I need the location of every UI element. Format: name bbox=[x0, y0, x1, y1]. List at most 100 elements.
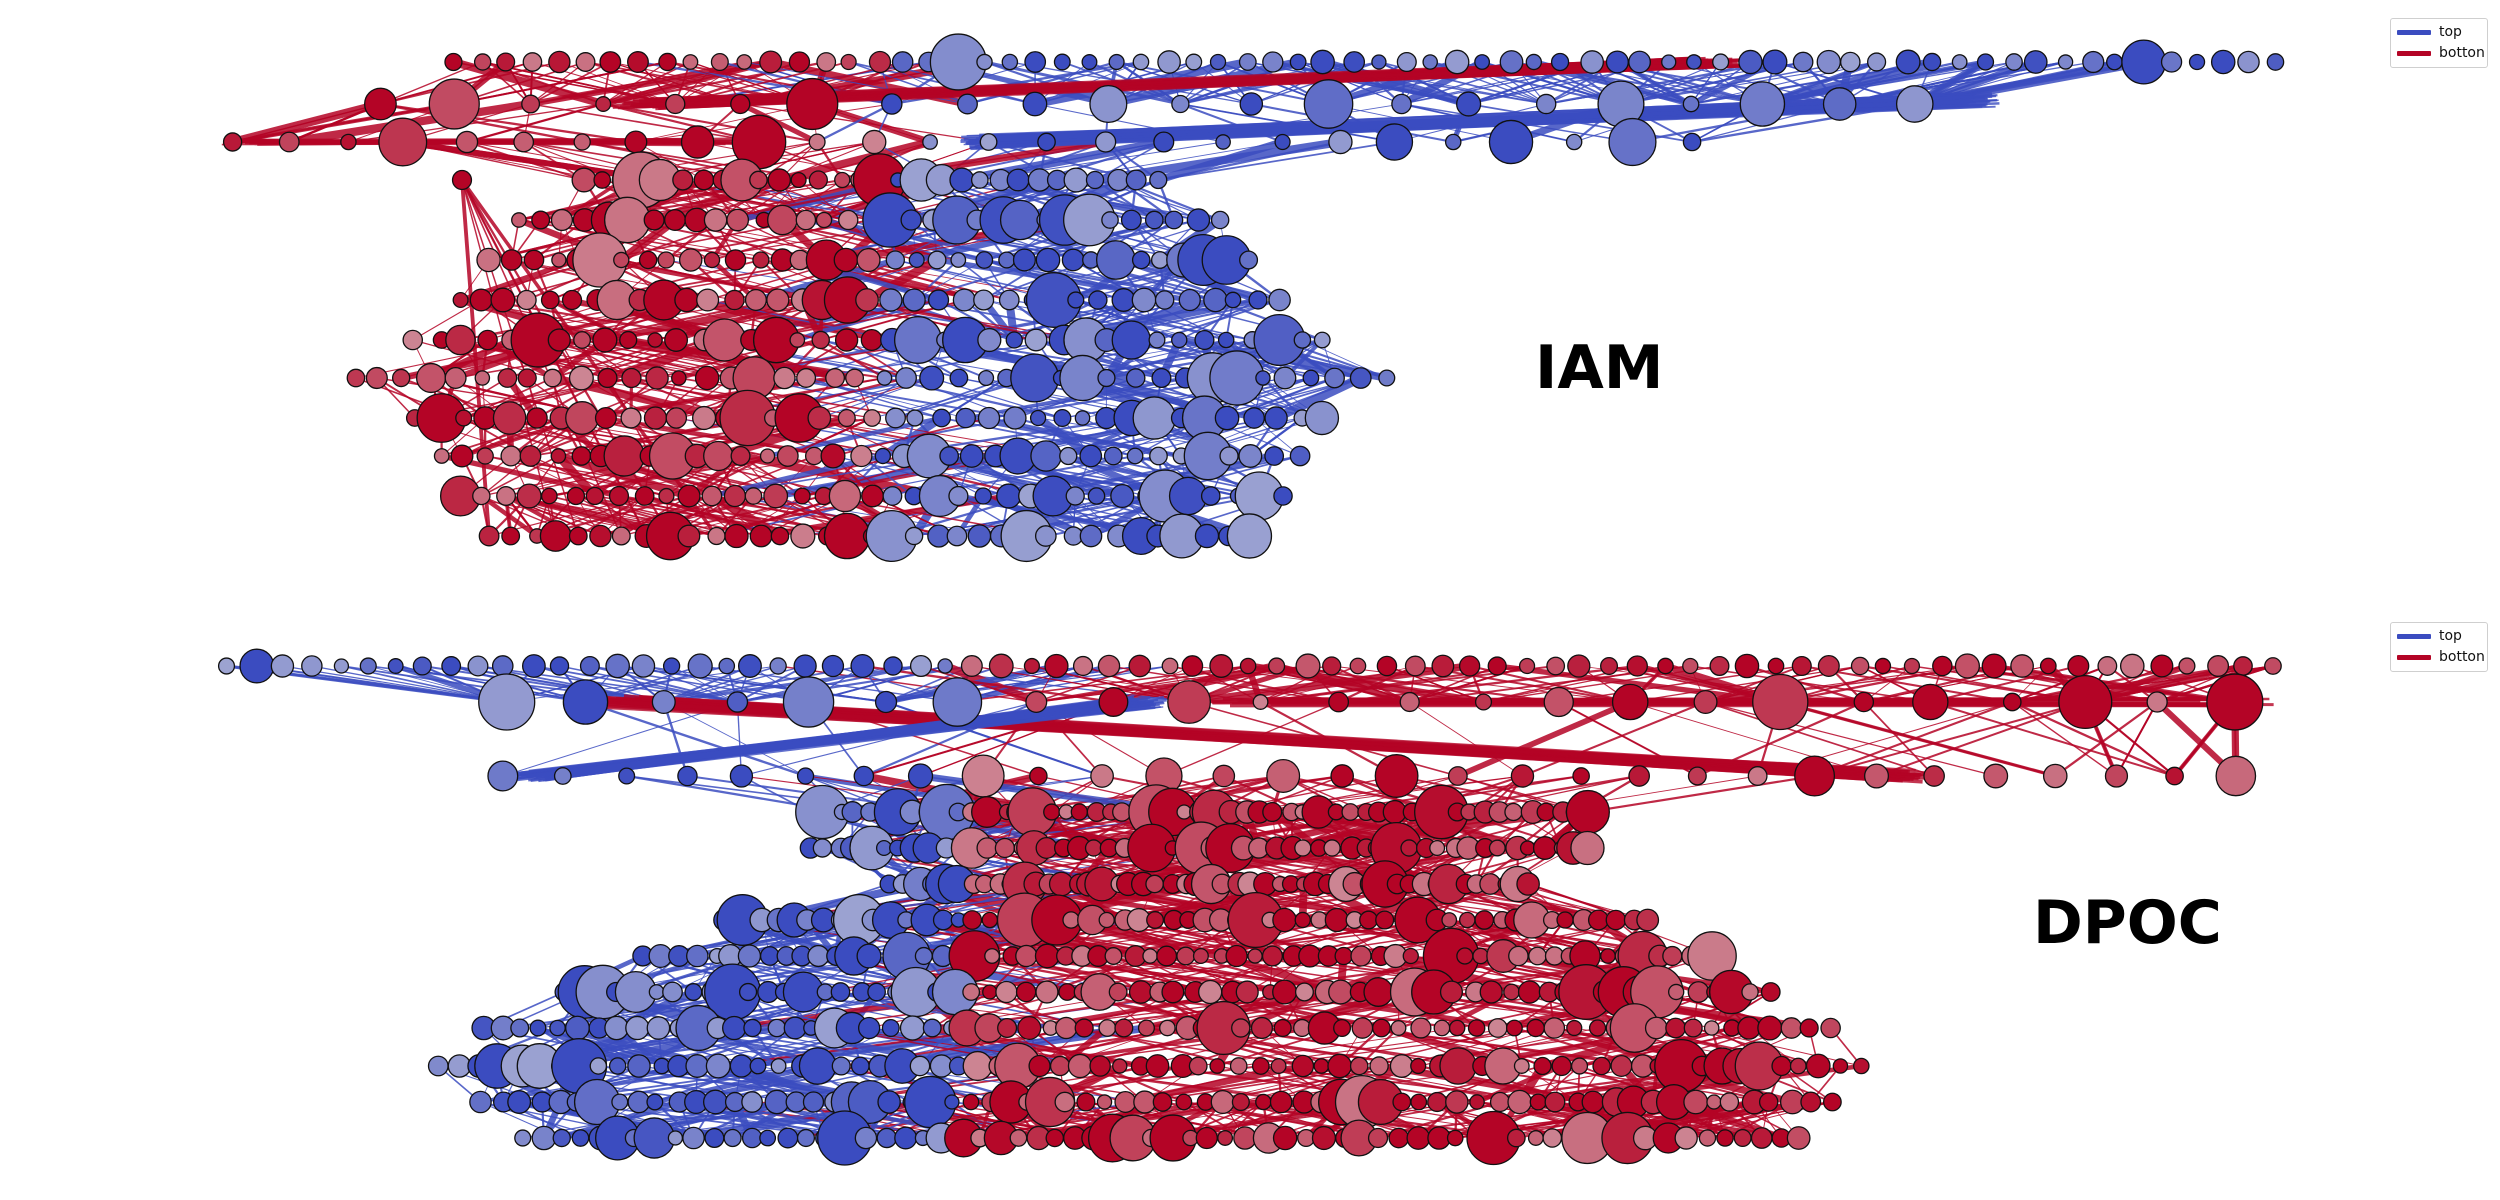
graph-node bbox=[1439, 1047, 1477, 1085]
graph-node bbox=[828, 479, 862, 513]
graph-node bbox=[1334, 946, 1353, 966]
graph-node bbox=[850, 444, 873, 468]
graph-node bbox=[1074, 1018, 1094, 1038]
graph-node bbox=[730, 93, 751, 115]
edge-botton bbox=[1814, 701, 2013, 777]
graph-node bbox=[1070, 803, 1089, 821]
graph-node bbox=[1588, 1019, 1607, 1037]
graph-node bbox=[496, 486, 516, 506]
graph-node bbox=[1565, 789, 1610, 835]
graph-node bbox=[1188, 1056, 1208, 1076]
graph-node bbox=[962, 1093, 980, 1111]
graph-node bbox=[776, 445, 799, 467]
graph-node bbox=[2160, 51, 2183, 73]
graph-node bbox=[793, 654, 817, 678]
graph-node bbox=[798, 1047, 837, 1085]
graph-node bbox=[773, 366, 796, 390]
graph-node bbox=[879, 288, 903, 312]
graph-node bbox=[789, 332, 806, 348]
graph-node bbox=[1903, 657, 1921, 675]
graph-node bbox=[1799, 1018, 1819, 1038]
graph-node bbox=[687, 653, 713, 679]
edge-botton bbox=[466, 141, 585, 181]
graph-node bbox=[1273, 486, 1293, 506]
graph-node bbox=[1474, 54, 1491, 70]
graph-node bbox=[1235, 980, 1259, 1004]
graph-node bbox=[1111, 288, 1136, 312]
graph-node bbox=[1487, 1018, 1508, 1038]
graph-node bbox=[881, 93, 903, 115]
graph-node bbox=[906, 409, 924, 427]
graph-node bbox=[472, 486, 491, 506]
edge-botton bbox=[635, 141, 705, 181]
graph-node bbox=[1132, 53, 1150, 71]
graph-node bbox=[627, 51, 649, 73]
graph-node bbox=[1792, 51, 1814, 73]
graph-node bbox=[1097, 368, 1116, 388]
graph-node bbox=[974, 487, 992, 505]
graph-node bbox=[1874, 657, 1892, 675]
graph-node bbox=[1214, 405, 1240, 431]
graph-node bbox=[1489, 1091, 1511, 1113]
graph-node bbox=[1350, 945, 1372, 967]
graph-node bbox=[759, 946, 780, 966]
graph-node bbox=[1767, 657, 1785, 675]
graph-node bbox=[1209, 1058, 1226, 1074]
graph-node bbox=[766, 288, 790, 312]
graph-node bbox=[908, 251, 925, 269]
graph-node bbox=[900, 209, 922, 231]
iam-graph-panel: IAM top botton bbox=[221, 18, 2488, 563]
graph-node bbox=[2023, 50, 2048, 74]
graph-node bbox=[1912, 683, 1949, 721]
dpoc-graph-panel: DPOC top botton bbox=[0, 600, 2500, 1200]
graph-node bbox=[1371, 54, 1387, 70]
graph-node bbox=[474, 370, 491, 386]
graph-node bbox=[2106, 53, 2123, 71]
graph-node bbox=[1085, 170, 1105, 190]
graph-node bbox=[895, 367, 917, 389]
graph-node bbox=[856, 943, 882, 969]
graph-node bbox=[701, 485, 723, 507]
graph-node bbox=[909, 1055, 931, 1077]
graph-node bbox=[476, 447, 494, 465]
graph-node bbox=[674, 287, 699, 313]
graph-node bbox=[1255, 370, 1271, 386]
graph-node bbox=[1054, 1016, 1078, 1040]
graph-node bbox=[1532, 836, 1557, 860]
graph-node bbox=[441, 656, 462, 676]
graph-node bbox=[1508, 945, 1529, 967]
graph-node bbox=[1298, 944, 1322, 968]
graph-node bbox=[1023, 657, 1040, 675]
graph-node bbox=[1062, 911, 1080, 929]
edge-botton bbox=[739, 101, 819, 145]
graph-node bbox=[565, 401, 599, 435]
graph-node bbox=[415, 362, 447, 394]
graph-node bbox=[1378, 369, 1396, 387]
graph-node bbox=[726, 691, 749, 713]
graph-node bbox=[885, 407, 906, 429]
graph-node bbox=[497, 368, 518, 388]
graph-node bbox=[1391, 93, 1412, 115]
graph-node bbox=[1131, 250, 1151, 270]
graph-node bbox=[664, 328, 689, 352]
edge-botton bbox=[1930, 701, 2175, 777]
graph-node bbox=[1015, 944, 1038, 968]
graph-node bbox=[2264, 657, 2282, 675]
graph-node bbox=[976, 53, 993, 71]
graph-node bbox=[469, 1090, 492, 1114]
graph-node bbox=[932, 677, 983, 727]
graph-node bbox=[1644, 1016, 1668, 1040]
graph-node bbox=[960, 655, 983, 677]
graph-node bbox=[451, 169, 473, 191]
graph-node bbox=[1149, 170, 1168, 190]
graph-node bbox=[996, 483, 1022, 509]
graph-node bbox=[1273, 1018, 1292, 1038]
graph-node bbox=[1922, 52, 1942, 72]
graph-node bbox=[830, 982, 851, 1002]
graph-node bbox=[1580, 50, 1604, 74]
graph-node bbox=[1447, 766, 1468, 786]
graph-node bbox=[770, 1058, 787, 1074]
graph-node bbox=[1054, 1091, 1076, 1113]
graph-node bbox=[1264, 446, 1285, 466]
graph-node bbox=[565, 1015, 590, 1041]
